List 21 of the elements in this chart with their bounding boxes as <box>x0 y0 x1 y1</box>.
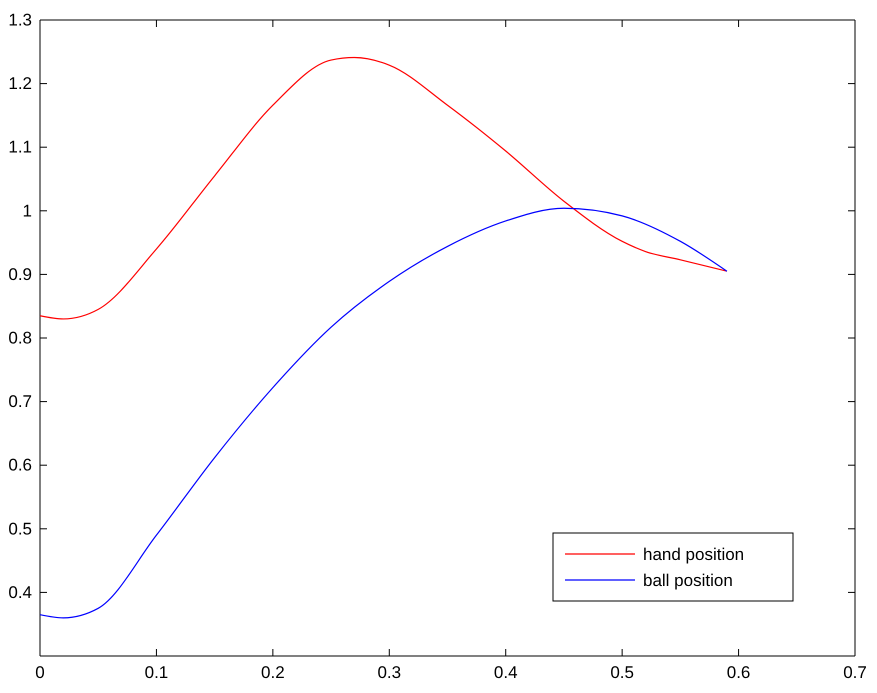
y-tick-label: 0.8 <box>8 328 32 348</box>
y-tick-label: 0.6 <box>8 456 32 475</box>
x-tick-label: 0.5 <box>610 663 634 682</box>
y-tick-label: 1.2 <box>8 74 32 94</box>
y-tick-label: 0.7 <box>8 392 32 412</box>
legend-label: ball position <box>643 571 733 590</box>
line-series <box>39 56 728 320</box>
x-tick-label: 0.6 <box>726 663 750 682</box>
x-tick-label: 0.4 <box>494 663 518 682</box>
y-tick-label: 1.3 <box>8 10 32 30</box>
x-tick-label: 0.3 <box>377 663 402 682</box>
x-tick-label: 0.2 <box>261 663 285 682</box>
x-tick-label: 0.7 <box>843 663 867 682</box>
x-tick-label: 0 <box>35 663 45 682</box>
y-tick-label: 0.5 <box>8 519 32 538</box>
y-tick-label: 0.9 <box>8 264 32 284</box>
y-tick-label: 0.4 <box>8 582 32 602</box>
y-tick-label: 1.1 <box>8 138 32 157</box>
x-tick-label: 0.1 <box>144 663 168 682</box>
y-tick-label: 1 <box>22 201 32 220</box>
legend-label: hand position <box>643 545 744 564</box>
